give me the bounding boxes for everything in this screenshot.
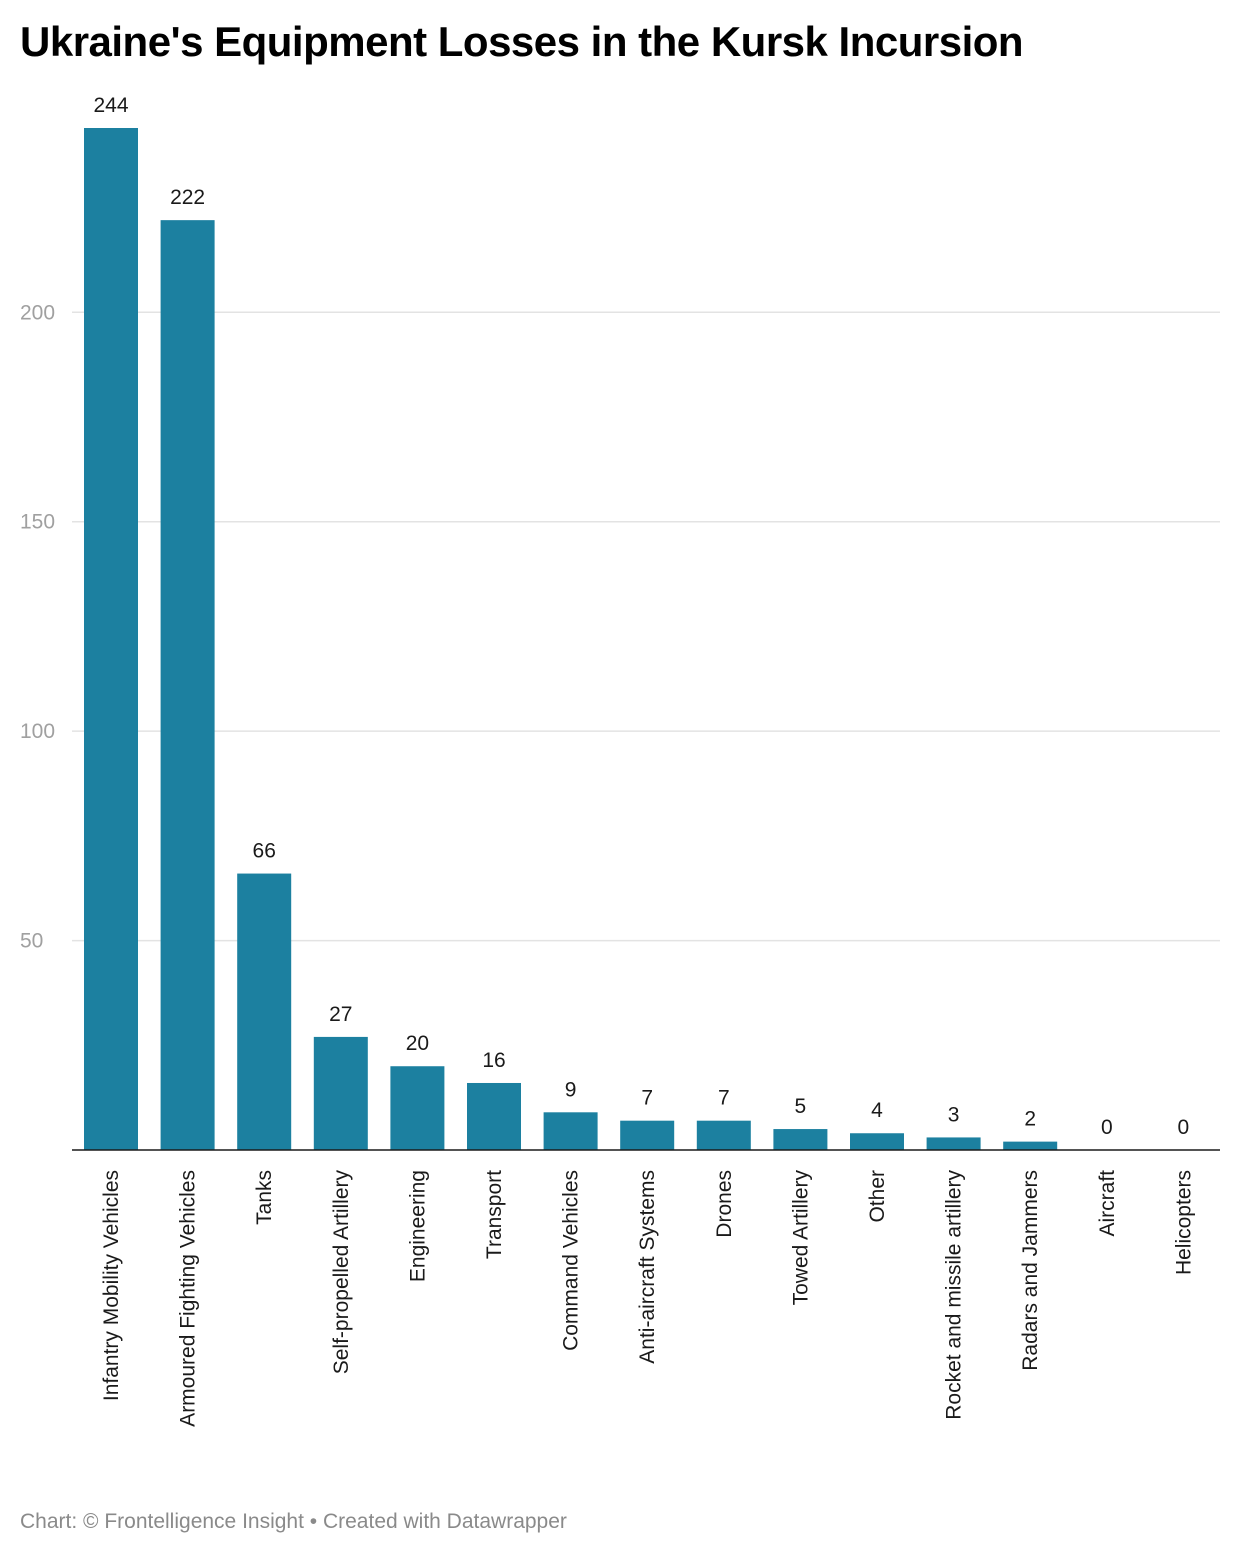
value-label: 5 — [795, 1095, 807, 1118]
bar — [467, 1082, 521, 1150]
chart-footer: Chart: © Frontelligence Insight • Create… — [20, 1510, 567, 1533]
bar — [237, 873, 292, 1150]
value-label: 16 — [482, 1049, 505, 1072]
bar — [696, 1120, 751, 1150]
value-label: 244 — [93, 94, 128, 117]
value-label: 66 — [253, 840, 276, 863]
y-tick-label: 50 — [20, 930, 43, 953]
category-label: Command Vehicles — [560, 1170, 583, 1351]
value-label: 20 — [406, 1032, 429, 1055]
bar — [926, 1137, 981, 1150]
bar — [620, 1120, 675, 1150]
value-label: 7 — [641, 1087, 653, 1110]
category-label: Armoured Fighting Vehicles — [177, 1170, 200, 1427]
chart-title: Ukraine's Equipment Losses in the Kursk … — [20, 18, 1024, 65]
value-label: 27 — [329, 1003, 352, 1026]
value-label: 2 — [1024, 1108, 1036, 1131]
value-label: 4 — [871, 1099, 883, 1122]
category-label: Self-propelled Artillery — [330, 1170, 353, 1375]
bar — [543, 1112, 598, 1150]
category-label: Radars and Jammers — [1019, 1170, 1042, 1371]
bar — [1003, 1141, 1058, 1150]
category-label: Infantry Mobility Vehicles — [100, 1170, 123, 1401]
bar — [773, 1129, 828, 1150]
y-tick-label: 150 — [20, 511, 55, 534]
category-label: Helicopters — [1172, 1170, 1195, 1275]
bar — [390, 1066, 445, 1150]
value-label: 3 — [948, 1103, 960, 1126]
category-label: Anti-aircraft Systems — [636, 1170, 659, 1364]
value-label: 0 — [1178, 1116, 1190, 1139]
category-label: Transport — [483, 1170, 506, 1259]
value-label: 7 — [718, 1087, 730, 1110]
bar — [160, 220, 215, 1151]
category-label: Tanks — [253, 1170, 276, 1225]
y-tick-label: 100 — [20, 720, 55, 743]
bars — [84, 128, 1058, 1151]
y-tick-label: 200 — [20, 301, 55, 324]
category-label: Drones — [713, 1170, 736, 1238]
category-labels: Infantry Mobility Vehicles Armoured Fight… — [100, 1170, 1195, 1427]
value-label: 9 — [565, 1078, 577, 1101]
value-label: 0 — [1101, 1116, 1113, 1139]
category-label: Other — [866, 1170, 889, 1223]
bar — [84, 128, 138, 1150]
category-label: Engineering — [406, 1170, 429, 1282]
bar — [313, 1036, 368, 1150]
category-label: Rocket and missile artillery — [943, 1170, 966, 1420]
value-label: 222 — [170, 186, 205, 209]
bar — [850, 1133, 904, 1150]
category-label: Towed Artillery — [789, 1170, 812, 1306]
category-label: Aircraft — [1096, 1170, 1119, 1237]
